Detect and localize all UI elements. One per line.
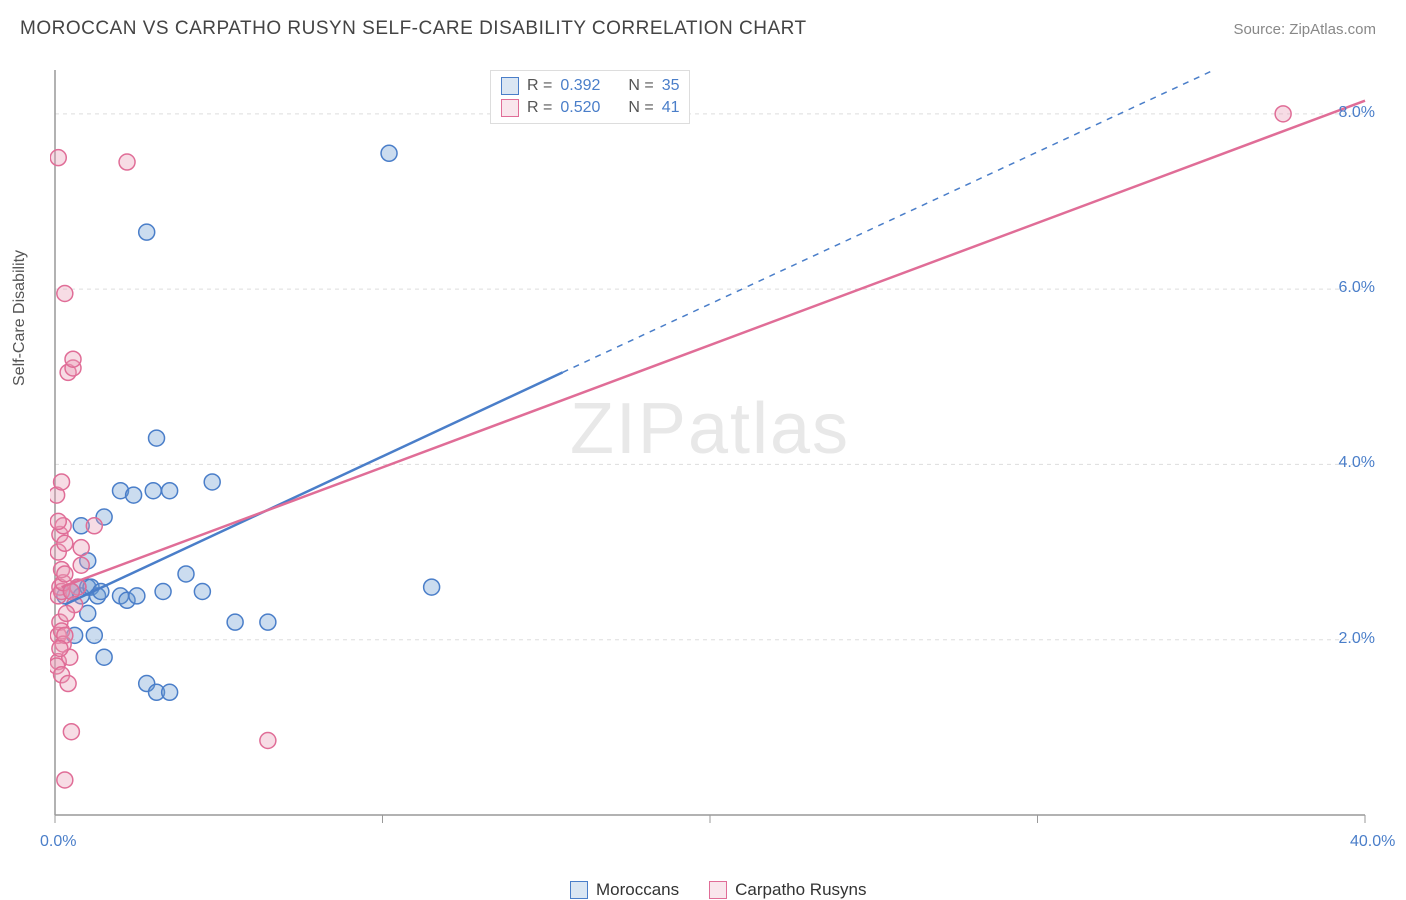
chart-container: Self-Care Disability ZIPatlas R =0.392N …	[50, 55, 1370, 835]
n-value: 41	[662, 99, 680, 117]
x-tick-label: 40.0%	[1350, 833, 1395, 851]
scatter-plot	[50, 55, 1370, 835]
n-value: 35	[662, 77, 680, 95]
legend-stat-row: R = 0.392 N = 35	[501, 75, 679, 97]
r-label: R =	[527, 77, 552, 95]
legend-series-item: Moroccans	[570, 880, 679, 900]
y-tick-label: 6.0%	[1339, 279, 1375, 297]
legend-swatch	[570, 881, 588, 899]
legend-correlation: R = 0.392 N = 35 R = 0.520 N = 41	[490, 70, 690, 124]
chart-title: MOROCCAN VS CARPATHO RUSYN SELF-CARE DIS…	[20, 18, 807, 40]
y-tick-label: 4.0%	[1339, 454, 1375, 472]
y-axis-label: Self-Care Disability	[11, 250, 29, 386]
chart-header: MOROCCAN VS CARPATHO RUSYN SELF-CARE DIS…	[0, 0, 1406, 50]
legend-series-item: Carpatho Rusyns	[709, 880, 866, 900]
n-label: N =	[628, 77, 653, 95]
r-value: 0.392	[560, 77, 620, 95]
y-tick-label: 2.0%	[1339, 630, 1375, 648]
legend-series-label: Carpatho Rusyns	[735, 880, 866, 900]
legend-swatch	[709, 881, 727, 899]
r-label: R =	[527, 99, 552, 117]
n-label: N =	[628, 99, 653, 117]
x-tick-label: 0.0%	[40, 833, 76, 851]
legend-series-label: Moroccans	[596, 880, 679, 900]
chart-source: Source: ZipAtlas.com	[1233, 21, 1376, 38]
y-tick-label: 8.0%	[1339, 104, 1375, 122]
legend-stat-row: R = 0.520 N = 41	[501, 97, 679, 119]
legend-swatch	[501, 99, 519, 117]
r-value: 0.520	[560, 99, 620, 117]
legend-swatch	[501, 77, 519, 95]
legend-series: Moroccans Carpatho Rusyns	[570, 880, 866, 900]
